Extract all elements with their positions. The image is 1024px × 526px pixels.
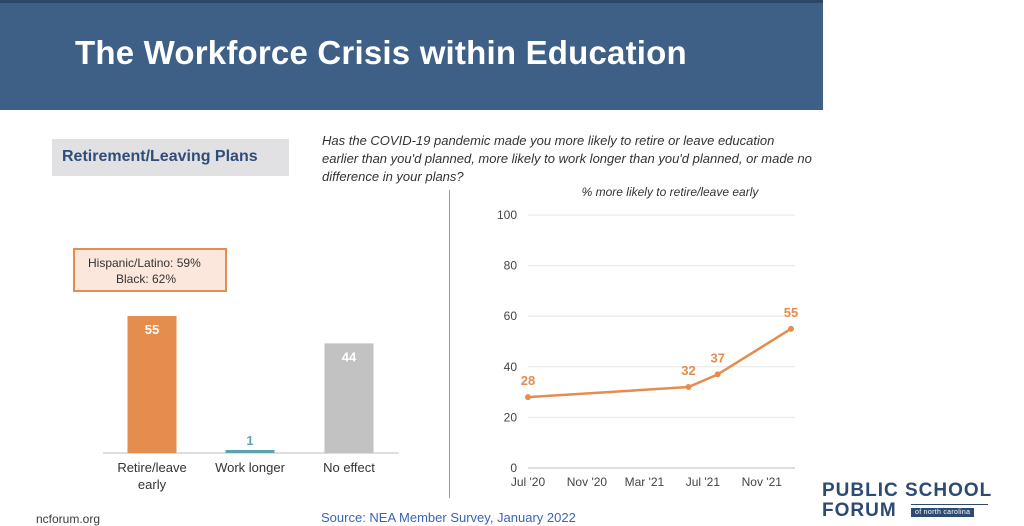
bar-1 [127, 316, 177, 453]
public-school-forum-logo: PUBLIC SCHOOL FORUM of north carolina [822, 480, 992, 522]
y-tick-label-1: 20 [504, 410, 518, 424]
bar-2 [225, 450, 275, 453]
y-tick-label-5: 100 [497, 208, 517, 222]
x-tick-label-2: Mar '21 [625, 475, 665, 489]
line-series [527, 327, 792, 399]
y-tick-label-0: 0 [510, 461, 517, 475]
bar-value-label-1: 55 [145, 322, 159, 337]
survey-question: Has the COVID-19 pandemic made you more … [322, 133, 812, 184]
bar-category-label-1-2: early [138, 477, 167, 492]
line-value-label-3: 37 [710, 350, 724, 365]
bar-3 [324, 343, 374, 453]
line-value-label-1: 28 [521, 373, 535, 388]
footer-source: Source: NEA Member Survey, January 2022 [321, 510, 576, 525]
line-point-4 [788, 325, 794, 332]
bar-chart: 55 Retire/leave early 1 Work longer 44 No effe… [103, 316, 399, 492]
logo-rule [911, 504, 988, 505]
line-point-3 [714, 371, 721, 378]
demographic-callout: Hispanic/Latino: 59% Black: 62% [73, 248, 227, 292]
bar-category-label-3-1: No effect [323, 460, 375, 475]
y-tick-label-2: 40 [504, 360, 518, 374]
line-chart-title: % more likely to retire/leave early [582, 185, 760, 199]
line-value-label-4: 55 [784, 305, 798, 320]
line-value-label-2: 32 [681, 363, 695, 378]
logo-line2: FORUM [822, 500, 897, 521]
section-label: Retirement/Leaving Plans [62, 148, 258, 165]
section-label-box: Retirement/Leaving Plans [52, 139, 289, 176]
logo-line1: PUBLIC SCHOOL [822, 480, 993, 501]
chart-divider [449, 190, 450, 498]
slide-title: The Workforce Crisis within Education [75, 34, 687, 71]
bar-value-label-3: 44 [342, 349, 357, 364]
bar-category-label-2-1: Work longer [215, 460, 286, 475]
x-tick-label-4: Nov '21 [742, 475, 783, 489]
line-point-2 [685, 384, 692, 391]
x-tick-label-3: Jul '21 [686, 475, 721, 489]
y-tick-label-4: 80 [504, 259, 518, 273]
x-tick-label-0: Jul '20 [511, 475, 546, 489]
line-point-1 [525, 394, 531, 401]
logo-subtitle: of north carolina [911, 508, 975, 517]
callout-black: Black: 62% [116, 272, 177, 286]
x-tick-label-1: Nov '20 [567, 475, 608, 489]
bar-category-label-1-1: Retire/leave [117, 460, 186, 475]
footer-website: ncforum.org [36, 512, 101, 526]
callout-hispanic: Hispanic/Latino: 59% [88, 256, 201, 270]
bar-value-label-2: 1 [246, 433, 253, 448]
title-bar: The Workforce Crisis within Education [0, 0, 823, 110]
y-tick-label-3: 60 [504, 309, 518, 323]
